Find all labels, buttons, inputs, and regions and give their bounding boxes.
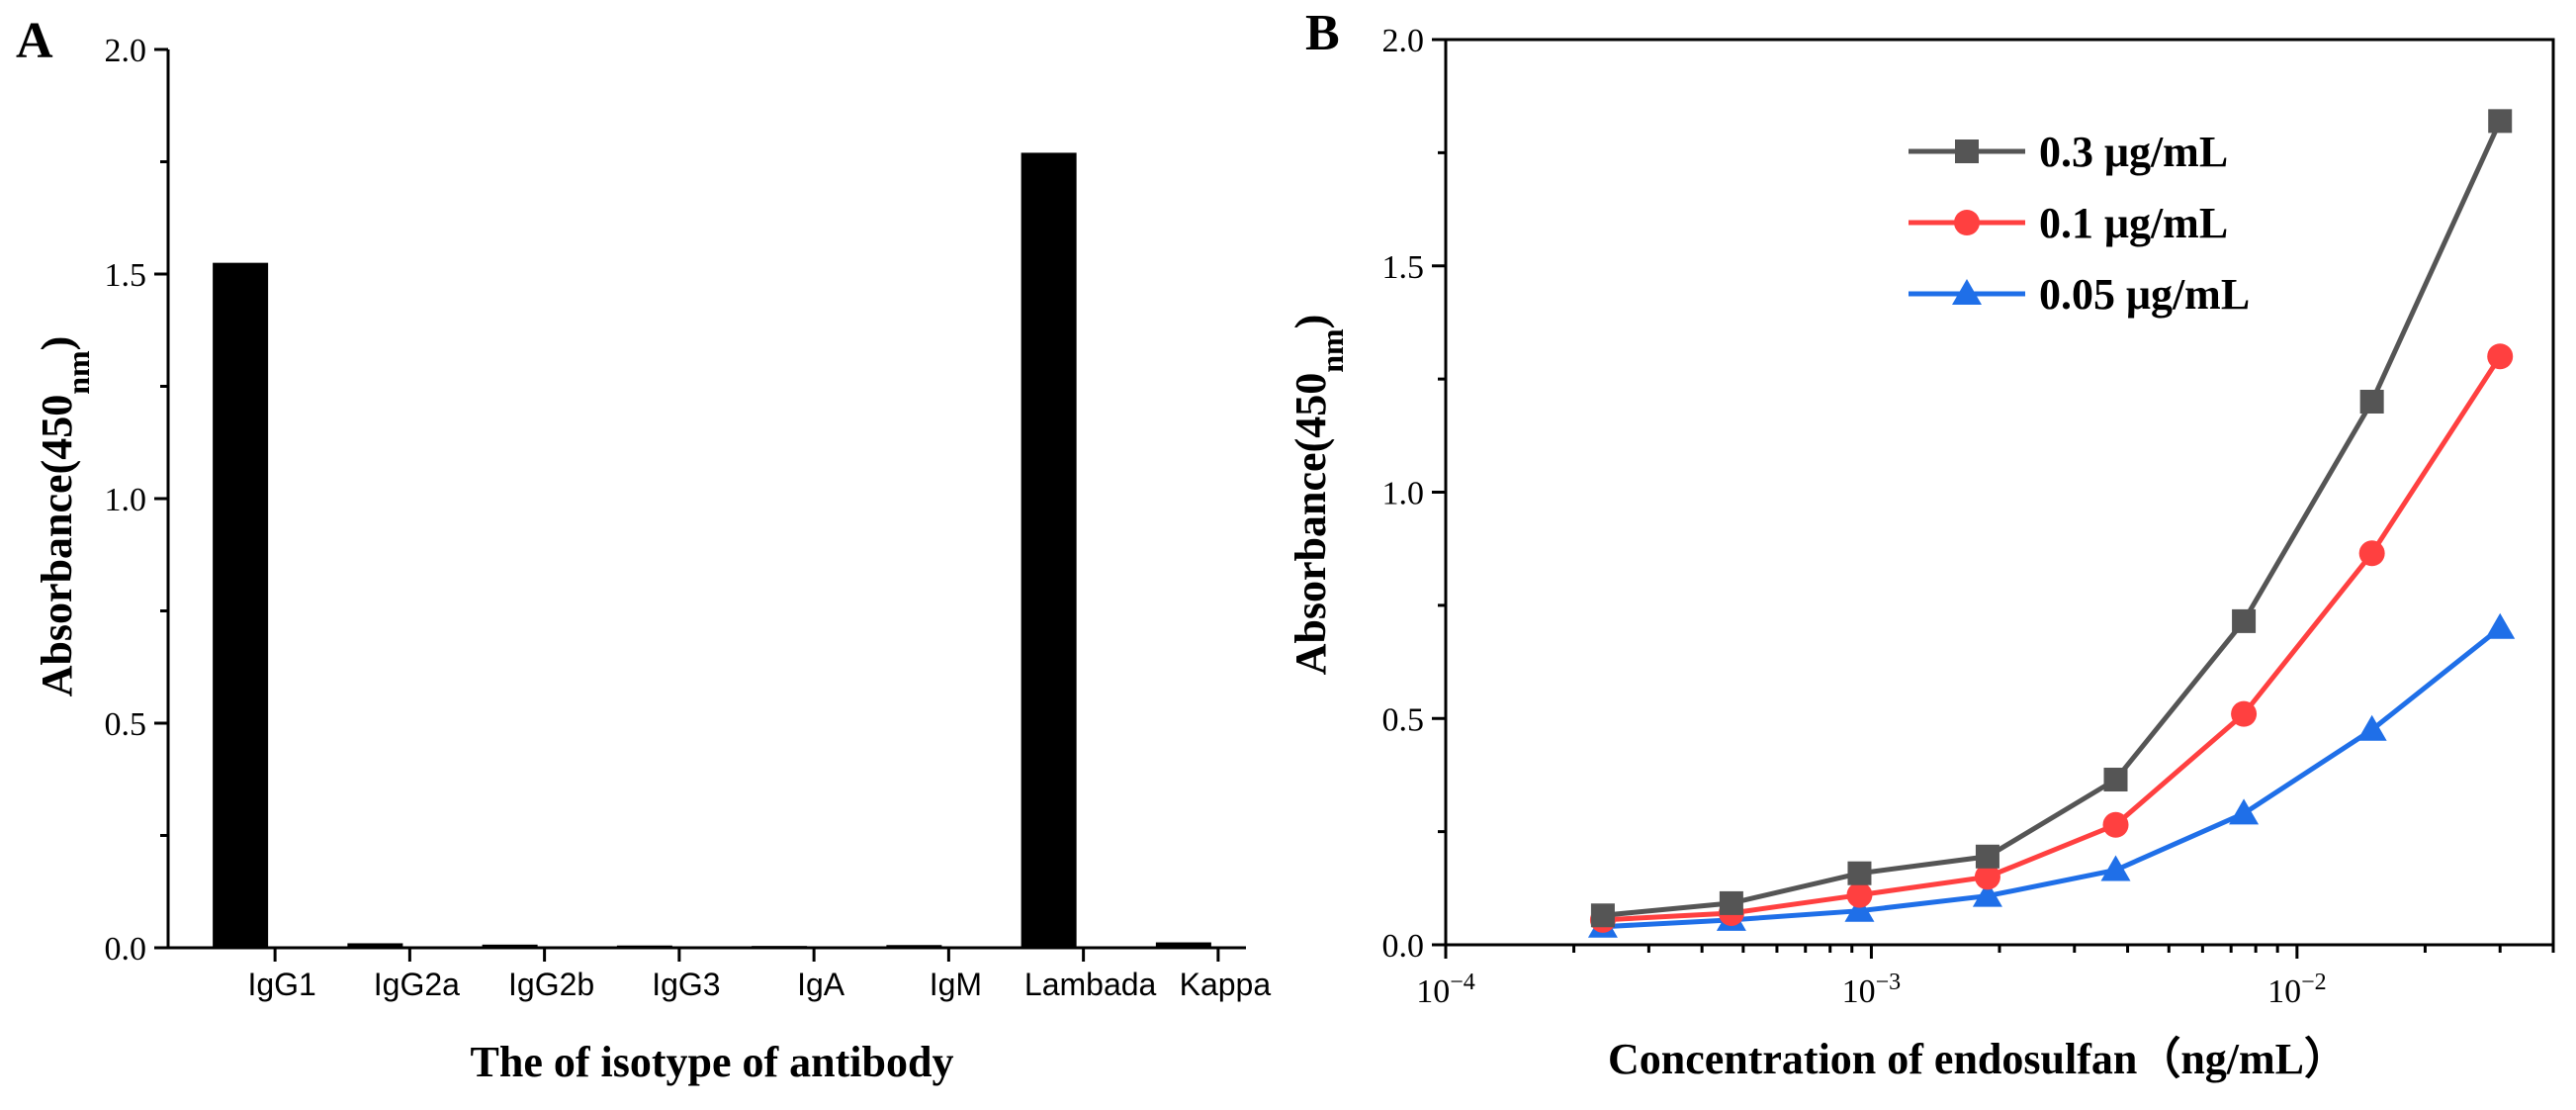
series-1-point xyxy=(2102,811,2129,838)
panel-b-x-axis-title: Concentration of endosulfan（ng/mL） xyxy=(1608,1035,2348,1083)
panel-a-category-label: IgG1 xyxy=(247,967,315,1002)
panel-a-y-tick-label: 2.0 xyxy=(105,33,147,69)
bar-igg2a xyxy=(347,943,403,948)
legend-marker xyxy=(1954,210,1980,235)
legend-entry: 0.3 μg/mL xyxy=(2039,128,2228,176)
panel-b-x-tick-base: 10 xyxy=(1842,973,1876,1010)
panel-b-x-tick-label: 10−4 xyxy=(1416,970,1475,1010)
series-2-point xyxy=(1844,895,1875,922)
series-1-point xyxy=(1974,864,2000,890)
bar-igg3 xyxy=(616,945,672,948)
panel-b-plot-frame xyxy=(1444,38,2555,947)
legend-entry: 0.05 μg/mL xyxy=(2039,270,2250,319)
panel-b-x-tick-exponent: −2 xyxy=(2301,970,2327,995)
panel-b-line-chart: B Concentration of endosulfan（ng/mL） Abs… xyxy=(1287,5,2555,1083)
panel-b-x-tick-label: 10−2 xyxy=(2267,970,2327,1010)
panel-b-x-tick-base: 10 xyxy=(1416,973,1450,1010)
panel-a-y-tick-label: 0.0 xyxy=(105,931,147,968)
panel-b-y-tick-label: 1.0 xyxy=(1382,476,1425,512)
series-2-point xyxy=(2229,798,2260,825)
legend-marker xyxy=(1952,279,1982,305)
series-2-point xyxy=(1972,880,2002,907)
panel-a-y-axis-title: Absorbance(450nm) xyxy=(33,336,96,697)
series-2-point xyxy=(2100,855,2131,881)
panel-b-label: B xyxy=(1305,5,1340,61)
panel-a-y-tick-label: 1.5 xyxy=(105,257,147,294)
panel-b-x-tick-label: 10−3 xyxy=(1842,970,1902,1010)
panel-a-bar-chart: A The of isotype of antibody Absorbance(… xyxy=(16,13,1271,1086)
bar-iga xyxy=(752,946,808,949)
series-line-1 xyxy=(1602,354,2503,923)
panel-b-y-tick-label: 0.5 xyxy=(1382,701,1425,738)
series-2-point xyxy=(2485,612,2516,639)
panel-b-y-tick-label: 2.0 xyxy=(1382,23,1425,59)
series-0-point xyxy=(2359,390,2384,414)
bar-igm xyxy=(886,945,942,948)
panel-b-x-tick-exponent: −3 xyxy=(1876,970,1902,995)
series-0-point xyxy=(1719,890,1743,915)
bar-igg1 xyxy=(213,262,269,948)
panel-a-y-tick-label: 1.0 xyxy=(105,482,147,518)
panel-b-y-tick-label: 1.5 xyxy=(1382,249,1425,286)
series-line-0 xyxy=(1602,120,2503,918)
series-0-point xyxy=(1847,861,1872,885)
series-line-2 xyxy=(1602,625,2502,930)
series-0-point xyxy=(1975,844,1999,869)
series-0-point xyxy=(2103,768,2128,792)
panel-b-y-axis-title: Absorbance(450nm) xyxy=(1287,315,1350,676)
panel-a-category-label: IgM xyxy=(930,967,982,1002)
legend-marker xyxy=(1955,139,1979,163)
series-0-point xyxy=(2488,109,2513,134)
series-0-point xyxy=(2232,608,2257,633)
series-2-point xyxy=(2356,714,2387,741)
panel-a-category-label: Lambada xyxy=(1024,967,1157,1002)
legend-entry: 0.1 μg/mL xyxy=(2039,199,2228,247)
series-1-point xyxy=(2231,700,2258,727)
panel-b-legend: 0.3 μg/mL 0.1 μg/mL 0.05 μg/mL xyxy=(1909,128,2250,319)
panel-a-x-axis-title: The of isotype of antibody xyxy=(471,1038,954,1086)
bar-kappa xyxy=(1155,942,1211,948)
bar-igg2b xyxy=(482,944,538,948)
panel-a-category-label: IgA xyxy=(797,967,845,1002)
series-1-point xyxy=(2487,343,2514,370)
series-1-point xyxy=(1846,881,1873,908)
panel-a-category-label: IgG3 xyxy=(652,967,720,1002)
series-1-point xyxy=(2358,540,2385,567)
panel-b-y-tick-label: 0.0 xyxy=(1382,928,1425,965)
series-0-point xyxy=(1590,903,1615,928)
bar-lambada xyxy=(1021,152,1077,949)
panel-a-category-label: IgG2b xyxy=(508,967,594,1002)
panel-a-label: A xyxy=(16,13,53,69)
panel-a-y-tick-label: 0.5 xyxy=(105,706,147,743)
panel-a-category-label: Kappa xyxy=(1180,967,1272,1002)
panel-a-category-label: IgG2a xyxy=(374,967,460,1002)
panel-b-x-tick-exponent: −4 xyxy=(1450,970,1475,995)
panel-b-x-tick-base: 10 xyxy=(2267,973,2301,1010)
